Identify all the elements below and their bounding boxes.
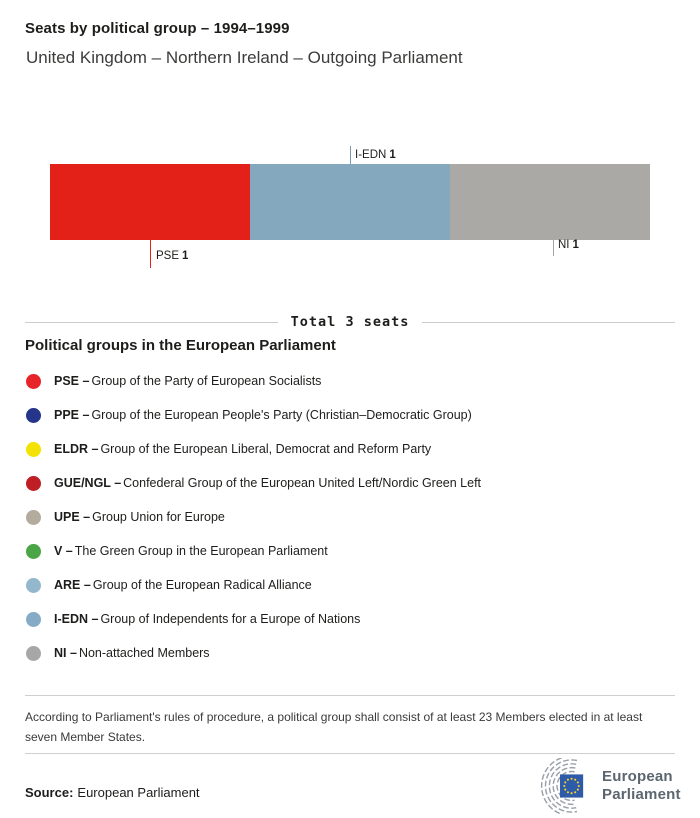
divider-left <box>25 321 278 323</box>
legend-item-ni: NI – Non-attached Members <box>25 644 210 662</box>
legend-item-eldr: ELDR – Group of the European Liberal, Dem… <box>25 440 431 458</box>
logo-line1: European <box>602 768 673 785</box>
total-seats-row: Total 3 seats <box>25 314 676 330</box>
group-name: PSE <box>156 250 180 262</box>
stacked-bar <box>50 164 650 240</box>
callout-tick-ni <box>553 240 554 256</box>
legend-item-iedn: I-EDN – Group of Independents for a Europ… <box>25 610 360 628</box>
legend-color-dot <box>26 475 41 491</box>
callout-label-pse: PSE 1 <box>156 250 188 262</box>
group-name: NI <box>558 239 570 251</box>
legend-code: UPE – <box>54 510 91 524</box>
eu-flag <box>559 774 584 798</box>
legend-description: Confederal Group of the European United … <box>123 476 482 490</box>
legend-description: Group of the European Radical Alliance <box>92 578 312 592</box>
callout-tick-iedn <box>350 146 351 164</box>
legend-color-dot <box>26 373 41 389</box>
legend-description: Group Union for Europe <box>92 510 225 524</box>
legend-color-dot <box>26 407 41 423</box>
european-parliament-logo: European Parliament <box>522 758 681 814</box>
legend-code: NI – <box>54 646 77 660</box>
legend-item-ppe: PPE – Group of the European People's Part… <box>25 406 472 424</box>
seat-count: 1 <box>182 250 189 262</box>
callout-label-iedn: I-EDN 1 <box>355 149 396 161</box>
legend-description: The Green Group in the European Parliame… <box>74 544 328 558</box>
source-value: European Parliament <box>77 785 200 800</box>
eu-flag-stars <box>563 777 580 795</box>
legend-color-dot <box>26 611 41 627</box>
bar-segment-ni[interactable] <box>450 164 650 240</box>
legend-item-guengl: GUE/NGL – Confederal Group of the Europea… <box>25 474 481 492</box>
divider-right <box>422 321 676 323</box>
page-title: Seats by political group – 1994–1999 <box>25 20 290 37</box>
legend-heading: Political groups in the European Parliam… <box>25 337 336 354</box>
logo-line2: Parliament <box>602 786 681 803</box>
legend-code: GUE/NGL – <box>54 476 122 490</box>
legend-code: ARE – <box>54 578 91 592</box>
bar-segment-iedn[interactable] <box>250 164 450 240</box>
source-line: Source: European Parliament <box>25 785 200 800</box>
legend-code: PPE – <box>54 408 90 422</box>
legend-description: Group of the European Liberal, Democrat … <box>100 442 432 456</box>
legend-code: I-EDN – <box>54 612 99 626</box>
legend-description: Non-attached Members <box>78 646 210 660</box>
legend-code: PSE – <box>54 374 90 388</box>
legend-item-pse: PSE – Group of the Party of European Soci… <box>25 372 321 390</box>
legend-color-dot <box>26 509 41 525</box>
legend-color-dot <box>26 543 41 559</box>
callout-label-ni: NI 1 <box>558 239 579 251</box>
legend-color-dot <box>26 645 41 661</box>
legend-item-upe: UPE – Group Union for Europe <box>25 508 225 526</box>
legend-code: V – <box>54 544 73 558</box>
total-seats-label: Total 3 seats <box>290 314 410 330</box>
page-subtitle: United Kingdom – Northern Ireland – Outg… <box>26 48 463 67</box>
group-name: I-EDN <box>355 149 387 161</box>
legend-item-v: V – The Green Group in the European Parli… <box>25 542 328 560</box>
legend-description: Group of the European People's Party (Ch… <box>91 408 472 422</box>
legend-description: Group of Independents for a Europe of Na… <box>100 612 361 626</box>
legend-color-dot <box>26 577 41 593</box>
source-label: Source: <box>25 785 74 800</box>
legend-color-dot <box>26 441 41 457</box>
legend-code: ELDR – <box>54 442 99 456</box>
source-divider <box>25 753 675 754</box>
callout-tick-pse <box>150 240 151 268</box>
footnote-divider <box>25 695 675 696</box>
logo-wordmark: European Parliament <box>602 768 681 804</box>
footnote-text: According to Parliament's rules of proce… <box>25 710 643 744</box>
seat-count: 1 <box>572 239 579 251</box>
legend-item-are: ARE – Group of the European Radical Allia… <box>25 576 312 594</box>
hemicycle-flag-icon <box>540 758 584 814</box>
bar-segment-pse[interactable] <box>50 164 250 240</box>
legend-description: Group of the Party of European Socialist… <box>91 374 322 388</box>
seat-count: 1 <box>389 149 396 161</box>
